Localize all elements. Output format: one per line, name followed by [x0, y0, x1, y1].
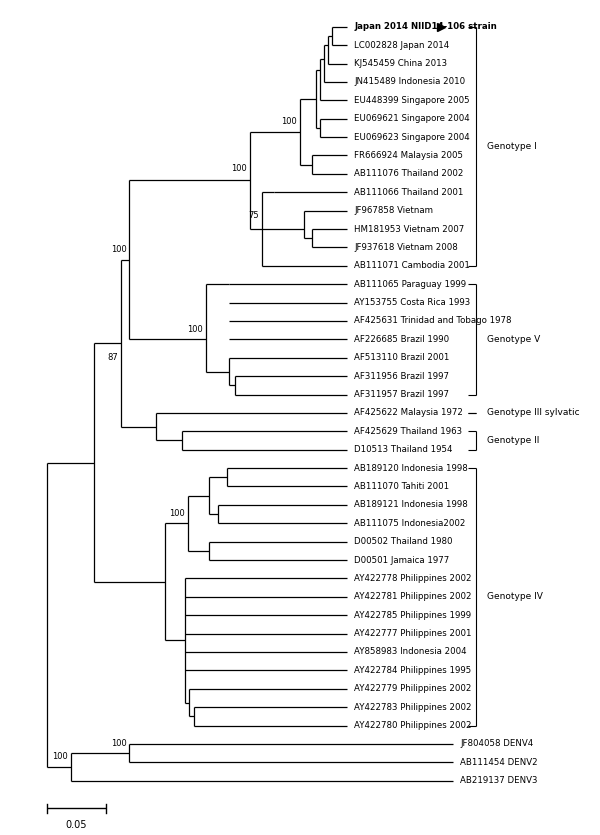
- Text: 100: 100: [187, 325, 203, 334]
- Text: KJ545459 China 2013: KJ545459 China 2013: [354, 59, 447, 68]
- Text: AF425622 Malaysia 1972: AF425622 Malaysia 1972: [354, 408, 463, 418]
- Text: 87: 87: [107, 352, 118, 362]
- Text: JF937618 Vietnam 2008: JF937618 Vietnam 2008: [354, 243, 458, 252]
- Text: JF967858 Vietnam: JF967858 Vietnam: [354, 206, 433, 215]
- Text: AB111075 Indonesia2002: AB111075 Indonesia2002: [354, 519, 466, 528]
- Text: HM181953 Vietnam 2007: HM181953 Vietnam 2007: [354, 225, 464, 234]
- Text: 100: 100: [232, 164, 247, 173]
- Text: LC002828 Japan 2014: LC002828 Japan 2014: [354, 41, 449, 49]
- Text: 75: 75: [248, 210, 259, 220]
- Text: JN415489 Indonesia 2010: JN415489 Indonesia 2010: [354, 78, 465, 86]
- Text: AB111066 Thailand 2001: AB111066 Thailand 2001: [354, 188, 463, 197]
- Text: EU448399 Singapore 2005: EU448399 Singapore 2005: [354, 96, 470, 105]
- Text: AY858983 Indonesia 2004: AY858983 Indonesia 2004: [354, 647, 467, 656]
- Text: FR666924 Malaysia 2005: FR666924 Malaysia 2005: [354, 151, 463, 160]
- Text: D00501 Jamaica 1977: D00501 Jamaica 1977: [354, 555, 449, 564]
- Text: AB111076 Thailand 2002: AB111076 Thailand 2002: [354, 170, 463, 179]
- Text: AY153755 Costa Rica 1993: AY153755 Costa Rica 1993: [354, 298, 470, 307]
- Text: AB111070 Tahiti 2001: AB111070 Tahiti 2001: [354, 482, 449, 491]
- Text: Genotype V: Genotype V: [487, 335, 540, 344]
- Text: AY422780 Philippines 2002: AY422780 Philippines 2002: [354, 721, 472, 730]
- Text: AF425631 Trinidad and Tobago 1978: AF425631 Trinidad and Tobago 1978: [354, 316, 512, 326]
- Text: 0.05: 0.05: [66, 820, 88, 830]
- Text: EU069623 Singapore 2004: EU069623 Singapore 2004: [354, 133, 470, 142]
- Text: 100: 100: [170, 509, 185, 518]
- Text: AB189121 Indonesia 1998: AB189121 Indonesia 1998: [354, 500, 468, 509]
- Text: AF311957 Brazil 1997: AF311957 Brazil 1997: [354, 390, 449, 399]
- Text: AF513110 Brazil 2001: AF513110 Brazil 2001: [354, 353, 449, 362]
- Text: AF226685 Brazil 1990: AF226685 Brazil 1990: [354, 335, 449, 344]
- Text: AY422781 Philippines 2002: AY422781 Philippines 2002: [354, 592, 472, 601]
- Text: 100: 100: [281, 118, 297, 126]
- Text: AB111454 DENV2: AB111454 DENV2: [460, 758, 538, 767]
- Text: 100: 100: [111, 739, 127, 747]
- Text: AY422785 Philippines 1999: AY422785 Philippines 1999: [354, 610, 471, 620]
- Text: AB111071 Cambodia 2001: AB111071 Cambodia 2001: [354, 261, 470, 271]
- Text: 100: 100: [52, 752, 68, 762]
- Text: Genotype I: Genotype I: [487, 142, 537, 151]
- Text: AY422784 Philippines 1995: AY422784 Philippines 1995: [354, 665, 472, 675]
- Text: Genotype IV: Genotype IV: [487, 592, 543, 601]
- Text: Genotype II: Genotype II: [487, 436, 539, 445]
- Text: Japan 2014 NIID14-106 strain: Japan 2014 NIID14-106 strain: [354, 23, 497, 31]
- Text: AB111065 Paraguay 1999: AB111065 Paraguay 1999: [354, 280, 466, 289]
- Text: Genotype III sylvatic: Genotype III sylvatic: [487, 408, 580, 418]
- Text: AY422777 Philippines 2001: AY422777 Philippines 2001: [354, 629, 472, 638]
- Text: AY422783 Philippines 2002: AY422783 Philippines 2002: [354, 702, 472, 711]
- Text: AB219137 DENV3: AB219137 DENV3: [460, 777, 538, 785]
- Text: D10513 Thailand 1954: D10513 Thailand 1954: [354, 445, 452, 454]
- Text: JF804058 DENV4: JF804058 DENV4: [460, 740, 533, 748]
- Text: D00502 Thailand 1980: D00502 Thailand 1980: [354, 537, 452, 546]
- Text: AY422778 Philippines 2002: AY422778 Philippines 2002: [354, 574, 472, 583]
- Text: AY422779 Philippines 2002: AY422779 Philippines 2002: [354, 684, 472, 693]
- Text: AB189120 Indonesia 1998: AB189120 Indonesia 1998: [354, 463, 468, 473]
- Text: AF425629 Thailand 1963: AF425629 Thailand 1963: [354, 427, 462, 436]
- Text: AF311956 Brazil 1997: AF311956 Brazil 1997: [354, 372, 449, 381]
- Text: EU069621 Singapore 2004: EU069621 Singapore 2004: [354, 114, 470, 124]
- Text: 100: 100: [111, 245, 127, 255]
